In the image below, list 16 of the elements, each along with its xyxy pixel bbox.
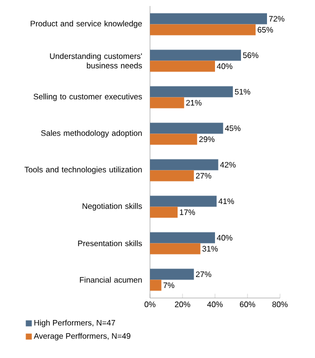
bar [150,122,224,134]
bar [150,13,267,24]
bar [150,280,162,291]
bar [150,50,241,61]
bar [150,134,198,145]
bar [150,232,215,244]
bar [150,170,194,182]
bar [150,86,233,98]
bar [150,268,194,280]
bar [150,243,200,254]
bar [150,196,217,207]
bar [150,97,184,108]
bar [150,24,256,36]
bar [150,60,215,72]
bar [150,206,178,218]
bar [150,159,218,170]
